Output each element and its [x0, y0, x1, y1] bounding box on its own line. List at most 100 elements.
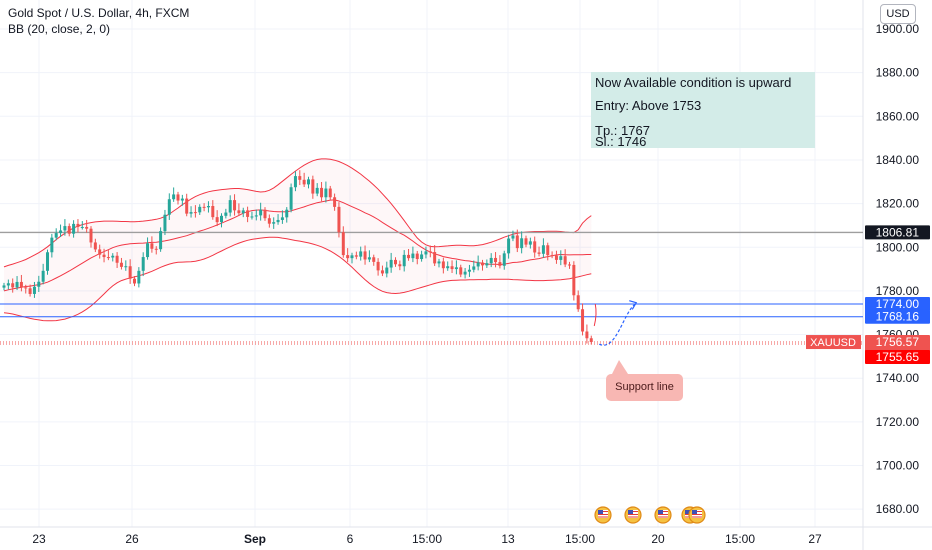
candle-body — [285, 209, 289, 218]
candle-body — [272, 222, 276, 224]
y-tick-label: 1740.00 — [876, 371, 920, 385]
candle-body — [411, 253, 415, 259]
us-flag-icon[interactable] — [654, 506, 672, 524]
candle-body — [459, 267, 463, 275]
candle-body — [19, 281, 23, 288]
candle-body — [354, 255, 358, 257]
symbol-tag-text: XAUUSD — [810, 337, 856, 349]
candle-body — [302, 179, 306, 185]
price-label-text: 1806.81 — [876, 225, 920, 239]
price-label-box — [865, 309, 930, 324]
candle-body — [481, 262, 484, 266]
callout-tail — [612, 360, 628, 374]
candle-body — [146, 243, 150, 258]
candle-body — [63, 226, 67, 231]
candle-body — [276, 219, 280, 223]
y-tick-label: 1880.00 — [876, 66, 920, 80]
flag-canton — [692, 510, 697, 514]
candle-body — [85, 226, 89, 229]
y-tick-label: 1780.00 — [876, 284, 920, 298]
us-flag-icon[interactable] — [688, 506, 706, 524]
candle-body — [476, 262, 480, 267]
candle-body — [293, 176, 297, 188]
y-tick-label: 1720.00 — [876, 415, 920, 429]
candle-body — [198, 206, 202, 213]
flag-canton — [685, 510, 690, 514]
projection-arrows — [593, 300, 638, 374]
currency-button[interactable]: USD — [880, 4, 916, 24]
candle-body — [89, 228, 93, 243]
x-tick-label: 27 — [808, 532, 822, 546]
candle-body — [524, 238, 528, 245]
candle-body — [193, 212, 197, 214]
candle-body — [28, 288, 32, 294]
drop-arrow — [593, 303, 597, 327]
candle-body — [389, 259, 393, 268]
price-label-text: 1774.00 — [876, 297, 920, 311]
us-flag-icon[interactable] — [594, 506, 612, 524]
candle-body — [528, 241, 532, 245]
candle-body — [24, 287, 28, 289]
candle-body — [119, 262, 123, 267]
x-tick-label: 26 — [125, 532, 139, 546]
candle-body — [98, 249, 102, 255]
price-labels: 1806.811774.001768.161756.5703:29:13XAUU… — [806, 225, 930, 365]
annotation-note[interactable]: Now Available condition is upward Entry:… — [591, 72, 815, 149]
band-middle — [3, 199, 592, 292]
candle-body — [328, 188, 332, 198]
price-axis[interactable]: 1680.001700.001720.001740.001760.001780.… — [876, 22, 920, 516]
candle-body — [220, 215, 223, 223]
time-axis[interactable]: 23 26 Sep 6 15:00 13 15:00 20 15:00 27 — [32, 532, 822, 546]
candle-body — [259, 209, 263, 216]
candle-body — [446, 266, 450, 269]
candle-body — [376, 261, 380, 271]
candle-body — [93, 242, 97, 250]
candle-body — [233, 200, 237, 211]
us-flag-icon[interactable] — [624, 506, 642, 524]
x-tick-label: 13 — [501, 532, 515, 546]
candle-body — [385, 267, 389, 274]
candle-body — [150, 243, 154, 249]
candle-body — [50, 237, 54, 253]
candle-body — [589, 338, 593, 342]
x-tick-label: Sep — [244, 532, 266, 546]
candle-body — [454, 267, 458, 270]
flag-canton — [598, 510, 603, 514]
candle-body — [267, 218, 271, 224]
upward-arrowhead — [629, 300, 638, 310]
candle-body — [307, 179, 310, 185]
candle-body — [568, 264, 571, 266]
y-tick-label: 1800.00 — [876, 240, 920, 254]
support-line-callout[interactable]: Support line — [606, 374, 683, 401]
candle-body — [407, 254, 411, 259]
candle-body — [554, 255, 558, 260]
candle-body — [185, 198, 189, 214]
candle-body — [250, 216, 254, 218]
symbol-title: Gold Spot / U.S. Dollar, 4h, FXCM — [8, 6, 190, 20]
candle-body — [215, 217, 219, 223]
candle-body — [176, 194, 180, 201]
candle-body — [263, 209, 267, 219]
candle-body — [54, 233, 58, 238]
flag-canton — [628, 510, 633, 514]
note-line-2: Entry: Above 1753 — [595, 98, 702, 113]
candle-body — [581, 309, 585, 332]
candle-body — [472, 266, 476, 270]
candle-body — [137, 270, 141, 284]
candle-body — [489, 257, 493, 264]
candle-body — [246, 210, 250, 217]
candle-body — [228, 200, 232, 213]
candle-body — [37, 281, 41, 287]
candle-body — [398, 264, 402, 267]
band-lower — [3, 236, 592, 322]
candle-body — [559, 256, 563, 260]
candle-body — [289, 187, 293, 210]
x-tick-label: 15:00 — [725, 532, 755, 546]
candle-body — [172, 194, 176, 200]
event-icons[interactable] — [594, 506, 706, 524]
y-tick-label: 1860.00 — [876, 109, 920, 123]
candle-body — [224, 212, 228, 216]
candle-body — [572, 264, 576, 296]
price-label-text: 1756.57 — [876, 335, 920, 349]
